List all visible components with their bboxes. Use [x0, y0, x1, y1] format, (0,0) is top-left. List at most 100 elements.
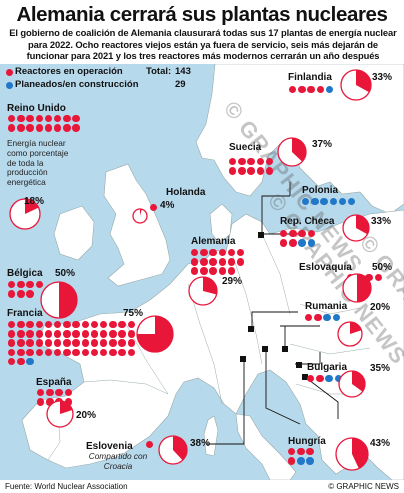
reactor-operating-dot [26, 115, 34, 123]
reactor-operating-dot [229, 167, 237, 175]
country-label-eslovenia: Eslovenia [86, 441, 133, 452]
reactor-planned-dot [302, 198, 310, 206]
legend-planned-label: Planeados/en construcción [15, 79, 139, 90]
percent-label-eslovenia: 38% [190, 438, 211, 449]
land-continent [21, 209, 404, 480]
percent-label-reino-unido: 18% [24, 196, 45, 207]
reactor-operating-dot [44, 330, 53, 338]
percent-label-espana: 20% [76, 410, 97, 421]
reactor-operating-dot [191, 249, 199, 257]
pie-slice [60, 401, 73, 414]
reactor-operating-dot [127, 348, 135, 356]
legend-total-planned: 29 [175, 79, 186, 90]
land-italy [235, 413, 297, 480]
reactor-operating-dot [17, 124, 25, 132]
reactor-operating-dot [288, 448, 296, 456]
pie-espana [46, 400, 74, 428]
reactor-operating-dot [127, 321, 135, 329]
reactor-operating-dot [109, 339, 117, 347]
reactor-operating-dot [17, 281, 25, 289]
reactor-operating-dot [8, 348, 16, 356]
reactor-operating-dot [26, 290, 34, 298]
reactor-operating-dot [26, 281, 34, 289]
reactor-operating-dot [35, 339, 43, 347]
country-label-belgica: Bélgica [7, 268, 43, 279]
pie-hungria [335, 437, 369, 471]
reactor-operating-dot [8, 330, 16, 338]
country-label-holanda: Holanda [166, 187, 206, 198]
pie-reino-unido [9, 198, 41, 230]
marker-eslovenia [240, 356, 246, 362]
reactor-planned-dot [311, 198, 319, 206]
reactor-planned-dot [325, 375, 333, 383]
reactor-operating-dot [118, 348, 126, 356]
pie-slice [350, 322, 362, 334]
reactor-operating-dot [305, 314, 313, 322]
reactor-operating-dot [265, 167, 274, 175]
reactor-planned-dot [338, 198, 347, 206]
land-islands [203, 415, 219, 457]
country-label-finlandia: Finlandia [288, 72, 332, 83]
reactor-planned-dot [307, 239, 315, 247]
reactor-operating-dot [209, 258, 217, 266]
pie-suecia [277, 137, 307, 167]
reactor-operating-dot [17, 330, 25, 338]
reactor-operating-dot [81, 321, 89, 329]
reactor-operating-dot [54, 330, 62, 338]
pie-eslovenia [158, 435, 188, 465]
reactor-operating-dot [307, 230, 315, 238]
reactor-operating-dot [374, 274, 382, 282]
legend-total-label: Total: [146, 66, 172, 77]
reactor-operating-dot [63, 330, 71, 338]
reactor-operating-dot [118, 321, 126, 329]
country-label-reino-unido: Reino Unido [7, 103, 66, 114]
pie-slice [352, 438, 368, 469]
reactor-operating-dot [90, 330, 99, 338]
reactor-operating-dot [306, 448, 314, 456]
reactor-operating-dot [26, 124, 34, 132]
reactor-operating-dot [54, 115, 62, 123]
percent-label-eslovaquia: 50% [372, 262, 393, 273]
reactor-planned-dot [323, 314, 331, 322]
reactor-operating-dot [237, 258, 245, 266]
marker-rep-checa [248, 326, 254, 332]
reactor-operating-dot [72, 115, 80, 123]
reactor-operating-dot [26, 339, 34, 347]
reactor-operating-dot [238, 158, 246, 166]
reactor-operating-dot [237, 249, 245, 257]
country-label-bulgaria: Bulgaria [307, 362, 348, 373]
country-label-alemania: Alemania [191, 236, 236, 247]
country-label-hungria: Hungría [288, 436, 326, 447]
pie-slice [203, 277, 217, 295]
reactor-operating-dot [229, 158, 237, 166]
pie-bulgaria [338, 370, 366, 398]
country-label-espana: España [36, 377, 72, 388]
reactor-operating-dot [17, 115, 25, 123]
footer: Fuente: World Nuclear Association © GRAP… [0, 480, 404, 493]
reactor-planned-dot [332, 314, 340, 322]
reactor-operating-dot [44, 321, 53, 329]
country-label-rep-checa: Rep. Checa [280, 216, 335, 227]
pie-rep-checa [342, 214, 370, 242]
reactor-operating-dot [218, 249, 226, 257]
reactor-operating-dot [256, 167, 264, 175]
page-title: Alemania cerrará sus plantas nucleares [16, 3, 388, 26]
country-label-rumania: Rumania [305, 301, 348, 312]
reactor-operating-dot [63, 348, 71, 356]
percent-label-francia: 75% [123, 308, 144, 319]
reactor-operating-dot [72, 124, 80, 132]
pie-slice [140, 209, 142, 216]
reactor-operating-dot [297, 448, 305, 456]
reactor-operating-dot [191, 267, 199, 275]
percent-label-alemania: 29% [222, 276, 243, 287]
reactor-planned-dot [298, 239, 306, 247]
reactor-operating-dot [247, 158, 255, 166]
reactor-operating-dot [200, 258, 208, 266]
reactor-operating-dot [90, 321, 99, 329]
reactor-operating-dot [35, 115, 43, 123]
reactor-operating-dot [26, 321, 34, 329]
reactor-operating-dot [100, 330, 108, 338]
reactor-operating-dot [289, 239, 297, 247]
reactor-operating-dot [227, 249, 236, 257]
country-label-eslovaquia: Eslovaquia [299, 262, 352, 273]
